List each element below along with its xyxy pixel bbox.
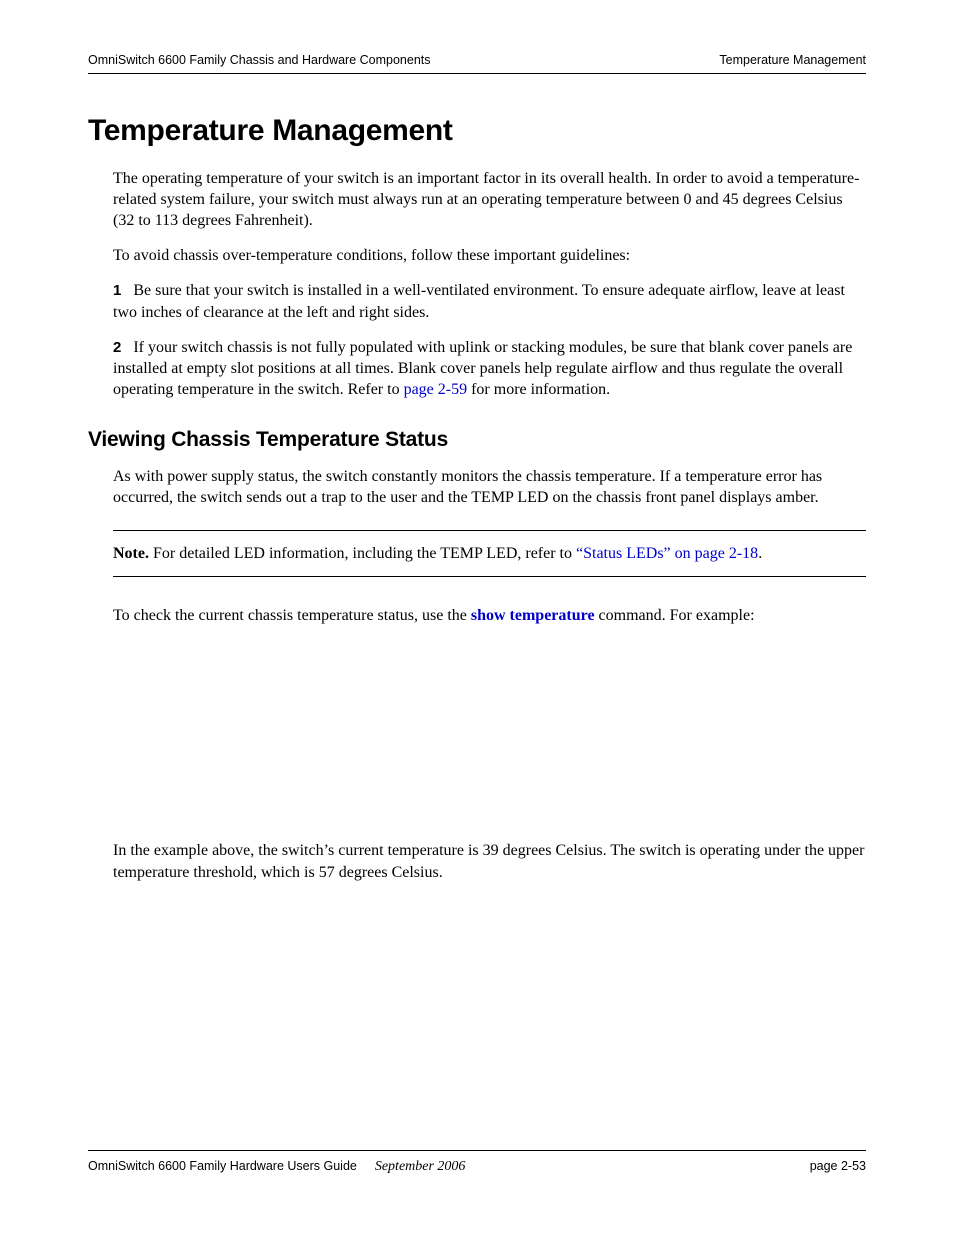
page-header: OmniSwitch 6600 Family Chassis and Hardw… <box>88 53 866 74</box>
header-left: OmniSwitch 6600 Family Chassis and Hardw… <box>88 53 431 67</box>
check-text-a: To check the current chassis temperature… <box>113 607 471 624</box>
note-label: Note. <box>113 545 149 562</box>
check-paragraph: To check the current chassis temperature… <box>113 605 866 626</box>
show-temperature-command[interactable]: show temperature <box>471 607 595 624</box>
page-ref-link[interactable]: page 2-59 <box>404 381 468 398</box>
note-text-a: For detailed LED information, including … <box>149 545 576 562</box>
footer-left: OmniSwitch 6600 Family Hardware Users Gu… <box>88 1159 465 1175</box>
list-number-2: 2 <box>113 339 121 356</box>
subheading: Viewing Chassis Temperature Status <box>88 428 866 452</box>
example-output-region <box>88 640 866 840</box>
status-leds-link[interactable]: “Status LEDs” on page 2-18 <box>576 545 758 562</box>
header-right: Temperature Management <box>719 53 866 67</box>
footer-page-number: page 2-53 <box>810 1159 866 1175</box>
footer-date: September 2006 <box>375 1159 466 1174</box>
intro-paragraph: The operating temperature of your switch… <box>113 168 866 231</box>
note-box: Note. For detailed LED information, incl… <box>113 530 866 577</box>
page-footer: OmniSwitch 6600 Family Hardware Users Gu… <box>88 1150 866 1175</box>
check-text-b: command. For example: <box>595 607 755 624</box>
note-text-b: . <box>758 545 762 562</box>
list-number-1: 1 <box>113 282 121 299</box>
guideline-2-text-b: for more information. <box>467 381 610 398</box>
guideline-1: 1 Be sure that your switch is installed … <box>113 280 866 322</box>
guideline-2: 2 If your switch chassis is not fully po… <box>113 337 866 400</box>
lead-in-paragraph: To avoid chassis over-temperature condit… <box>113 245 866 266</box>
page-title: Temperature Management <box>88 114 866 148</box>
closing-paragraph: In the example above, the switch’s curre… <box>113 840 866 882</box>
sub-paragraph: As with power supply status, the switch … <box>113 466 866 508</box>
guideline-1-text: Be sure that your switch is installed in… <box>113 282 845 320</box>
footer-guide: OmniSwitch 6600 Family Hardware Users Gu… <box>88 1159 357 1173</box>
